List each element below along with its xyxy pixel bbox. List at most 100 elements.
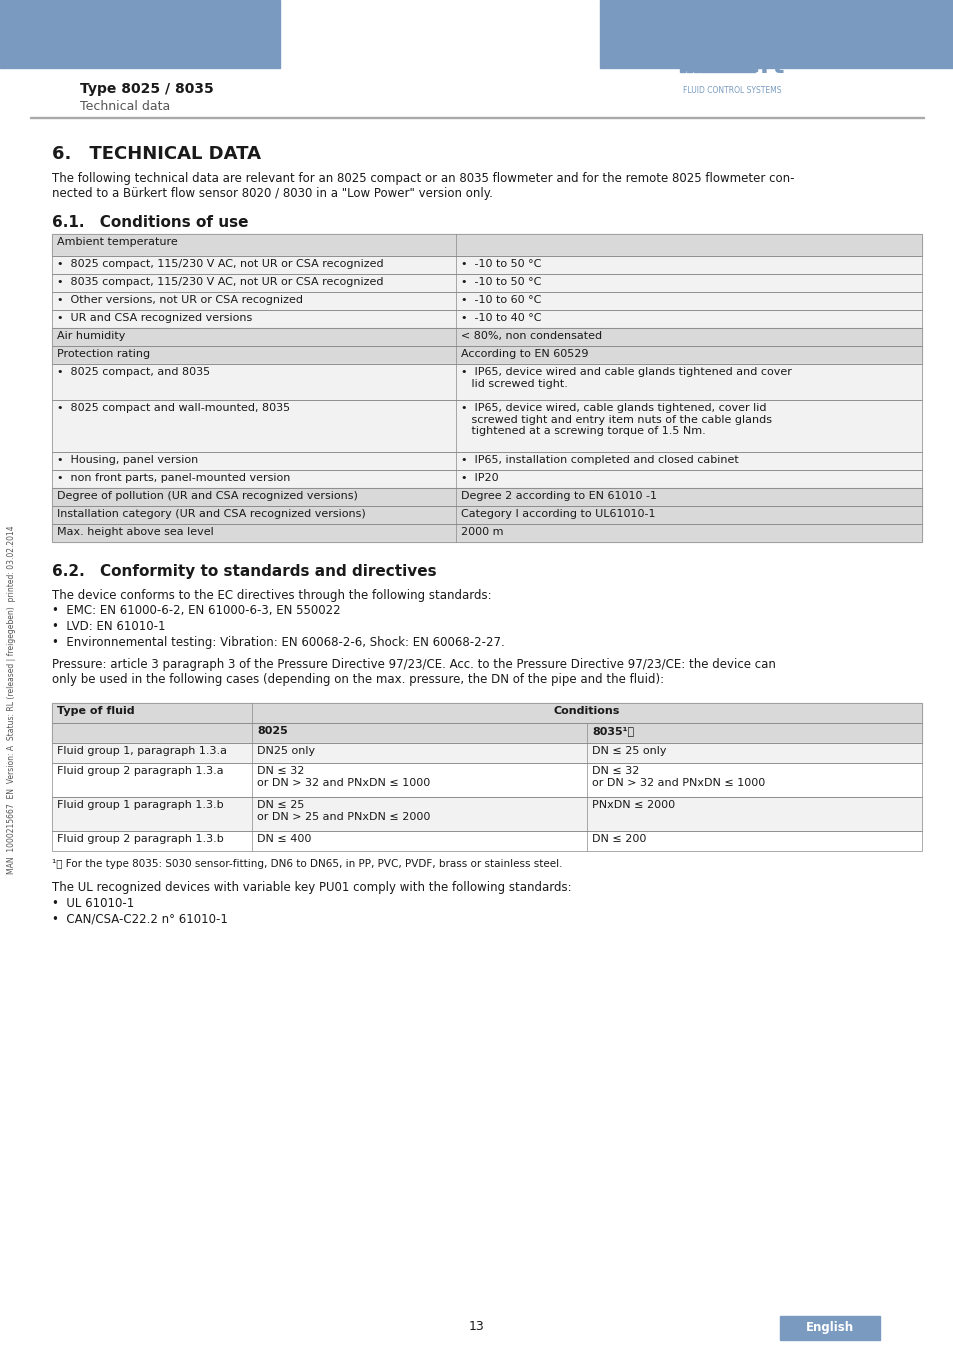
Bar (0, 0, 280, 68)
Text: •  Environnemental testing: Vibration: EN 60068-2-6, Shock: EN 60068-2-27.: • Environnemental testing: Vibration: EN… (52, 636, 504, 649)
Bar (52, 724, 921, 742)
Text: 8035¹⧠: 8035¹⧠ (592, 726, 634, 736)
Bar (52, 724, 921, 742)
Text: < 80%, non condensated: < 80%, non condensated (460, 331, 601, 342)
Bar (52, 274, 921, 292)
Bar (52, 346, 921, 365)
Text: Protection rating: Protection rating (57, 350, 150, 359)
Bar (52, 364, 921, 400)
Text: •  8025 compact and wall-mounted, 8035: • 8025 compact and wall-mounted, 8035 (57, 404, 290, 413)
Text: Degree 2 according to EN 61010 -1: Degree 2 according to EN 61010 -1 (460, 491, 657, 501)
Text: DN ≤ 25
or DN > 25 and PNxDN ≤ 2000: DN ≤ 25 or DN > 25 and PNxDN ≤ 2000 (256, 801, 430, 822)
Text: 6.2. Conformity to standards and directives: 6.2. Conformity to standards and directi… (52, 564, 436, 579)
Bar (686, 68, 691, 72)
Text: Fluid group 1, paragraph 1.3.a: Fluid group 1, paragraph 1.3.a (57, 747, 227, 756)
Text: •  8025 compact, and 8035: • 8025 compact, and 8035 (57, 367, 210, 377)
Bar (52, 328, 921, 346)
Text: Ambient temperature: Ambient temperature (57, 238, 177, 247)
Bar (52, 364, 921, 400)
Bar (599, 0, 953, 68)
Bar (52, 234, 921, 256)
Bar (52, 292, 921, 311)
Bar (52, 796, 921, 832)
Bar (52, 256, 921, 274)
Bar (52, 524, 921, 541)
Text: •  CAN/CSA-C22.2 n° 61010-1: • CAN/CSA-C22.2 n° 61010-1 (52, 913, 228, 926)
Bar (52, 796, 921, 832)
Text: bürkert: bürkert (679, 54, 784, 78)
Bar (52, 346, 921, 365)
Text: 2000 m: 2000 m (460, 526, 503, 537)
Bar (52, 832, 921, 850)
Text: 8025: 8025 (256, 726, 288, 736)
Bar (52, 743, 921, 763)
Bar (52, 524, 921, 541)
Text: •  IP65, device wired, cable glands tightened, cover lid
   screwed tight and en: • IP65, device wired, cable glands tight… (460, 404, 771, 436)
Bar (52, 470, 921, 487)
Bar (52, 400, 921, 452)
Text: DN ≤ 32
or DN > 32 and PNxDN ≤ 1000: DN ≤ 32 or DN > 32 and PNxDN ≤ 1000 (592, 765, 764, 787)
Text: The UL recognized devices with variable key PU01 comply with the following stand: The UL recognized devices with variable … (52, 882, 571, 894)
Bar (52, 400, 921, 452)
Bar (52, 310, 921, 328)
Text: •  IP65, installation completed and closed cabinet: • IP65, installation completed and close… (460, 455, 738, 464)
Bar (52, 452, 921, 470)
Text: •  UR and CSA recognized versions: • UR and CSA recognized versions (57, 313, 252, 323)
Text: Max. height above sea level: Max. height above sea level (57, 526, 213, 537)
Text: 6.1. Conditions of use: 6.1. Conditions of use (52, 215, 248, 230)
Bar (679, 68, 684, 72)
Text: Conditions: Conditions (554, 706, 619, 716)
Text: 6. TECHNICAL DATA: 6. TECHNICAL DATA (52, 144, 261, 163)
Text: According to EN 60529: According to EN 60529 (460, 350, 588, 359)
Text: The device conforms to the EC directives through the following standards:: The device conforms to the EC directives… (52, 589, 491, 602)
Bar (52, 487, 921, 506)
Text: English: English (805, 1322, 853, 1335)
Text: Degree of pollution (UR and CSA recognized versions): Degree of pollution (UR and CSA recogniz… (57, 491, 357, 501)
Text: •  8035 compact, 115/230 V AC, not UR or CSA recognized: • 8035 compact, 115/230 V AC, not UR or … (57, 277, 383, 288)
Bar (52, 487, 921, 506)
Text: ¹⧠ For the type 8035: S030 sensor-fitting, DN6 to DN65, in PP, PVC, PVDF, brass : ¹⧠ For the type 8035: S030 sensor-fittin… (52, 859, 562, 869)
Bar (52, 832, 921, 850)
Text: DN ≤ 200: DN ≤ 200 (592, 834, 646, 844)
Bar (52, 292, 921, 311)
Text: •  EMC: EN 61000-6-2, EN 61000-6-3, EN 550022: • EMC: EN 61000-6-2, EN 61000-6-3, EN 55… (52, 603, 340, 617)
Text: PNxDN ≤ 2000: PNxDN ≤ 2000 (592, 801, 675, 810)
Text: Type of fluid: Type of fluid (57, 706, 134, 716)
Text: •  UL 61010-1: • UL 61010-1 (52, 896, 134, 910)
Text: Fluid group 2 paragraph 1.3.a: Fluid group 2 paragraph 1.3.a (57, 765, 223, 776)
Text: DN25 only: DN25 only (256, 747, 314, 756)
Text: Air humidity: Air humidity (57, 331, 125, 342)
Text: •  IP20: • IP20 (460, 472, 498, 483)
Text: •  non front parts, panel-mounted version: • non front parts, panel-mounted version (57, 472, 290, 483)
Bar (52, 506, 921, 524)
Text: Fluid group 1 paragraph 1.3.b: Fluid group 1 paragraph 1.3.b (57, 801, 223, 810)
Bar (52, 743, 921, 763)
Bar (52, 328, 921, 346)
Text: •  -10 to 50 °C: • -10 to 50 °C (460, 277, 540, 288)
Text: 13: 13 (469, 1320, 484, 1332)
Text: •  LVD: EN 61010-1: • LVD: EN 61010-1 (52, 620, 165, 633)
Text: FLUID CONTROL SYSTEMS: FLUID CONTROL SYSTEMS (682, 86, 781, 95)
Text: DN ≤ 25 only: DN ≤ 25 only (592, 747, 666, 756)
Bar (52, 310, 921, 328)
Text: •  -10 to 40 °C: • -10 to 40 °C (460, 313, 541, 323)
Bar (52, 256, 921, 274)
Text: Pressure: article 3 paragraph 3 of the Pressure Directive 97/23/CE. Acc. to the : Pressure: article 3 paragraph 3 of the P… (52, 657, 775, 686)
Bar (52, 506, 921, 524)
Bar (693, 68, 699, 72)
Text: •  8025 compact, 115/230 V AC, not UR or CSA recognized: • 8025 compact, 115/230 V AC, not UR or … (57, 259, 383, 269)
Bar (780, 1316, 879, 1341)
Bar (52, 703, 921, 724)
Bar (52, 234, 921, 256)
Text: MAN  1000215667  EN  Version: A  Status: RL (released | freigegeben)  printed: 0: MAN 1000215667 EN Version: A Status: RL … (8, 525, 16, 875)
Text: Fluid group 2 paragraph 1.3.b: Fluid group 2 paragraph 1.3.b (57, 834, 224, 844)
Text: •  Other versions, not UR or CSA recognized: • Other versions, not UR or CSA recogniz… (57, 296, 303, 305)
Bar (52, 470, 921, 487)
Bar (700, 68, 754, 72)
Bar (52, 274, 921, 292)
Bar (52, 763, 921, 796)
Text: Type 8025 / 8035: Type 8025 / 8035 (80, 82, 213, 96)
Text: DN ≤ 32
or DN > 32 and PNxDN ≤ 1000: DN ≤ 32 or DN > 32 and PNxDN ≤ 1000 (256, 765, 430, 787)
Text: Installation category (UR and CSA recognized versions): Installation category (UR and CSA recogn… (57, 509, 365, 518)
Bar (52, 452, 921, 470)
